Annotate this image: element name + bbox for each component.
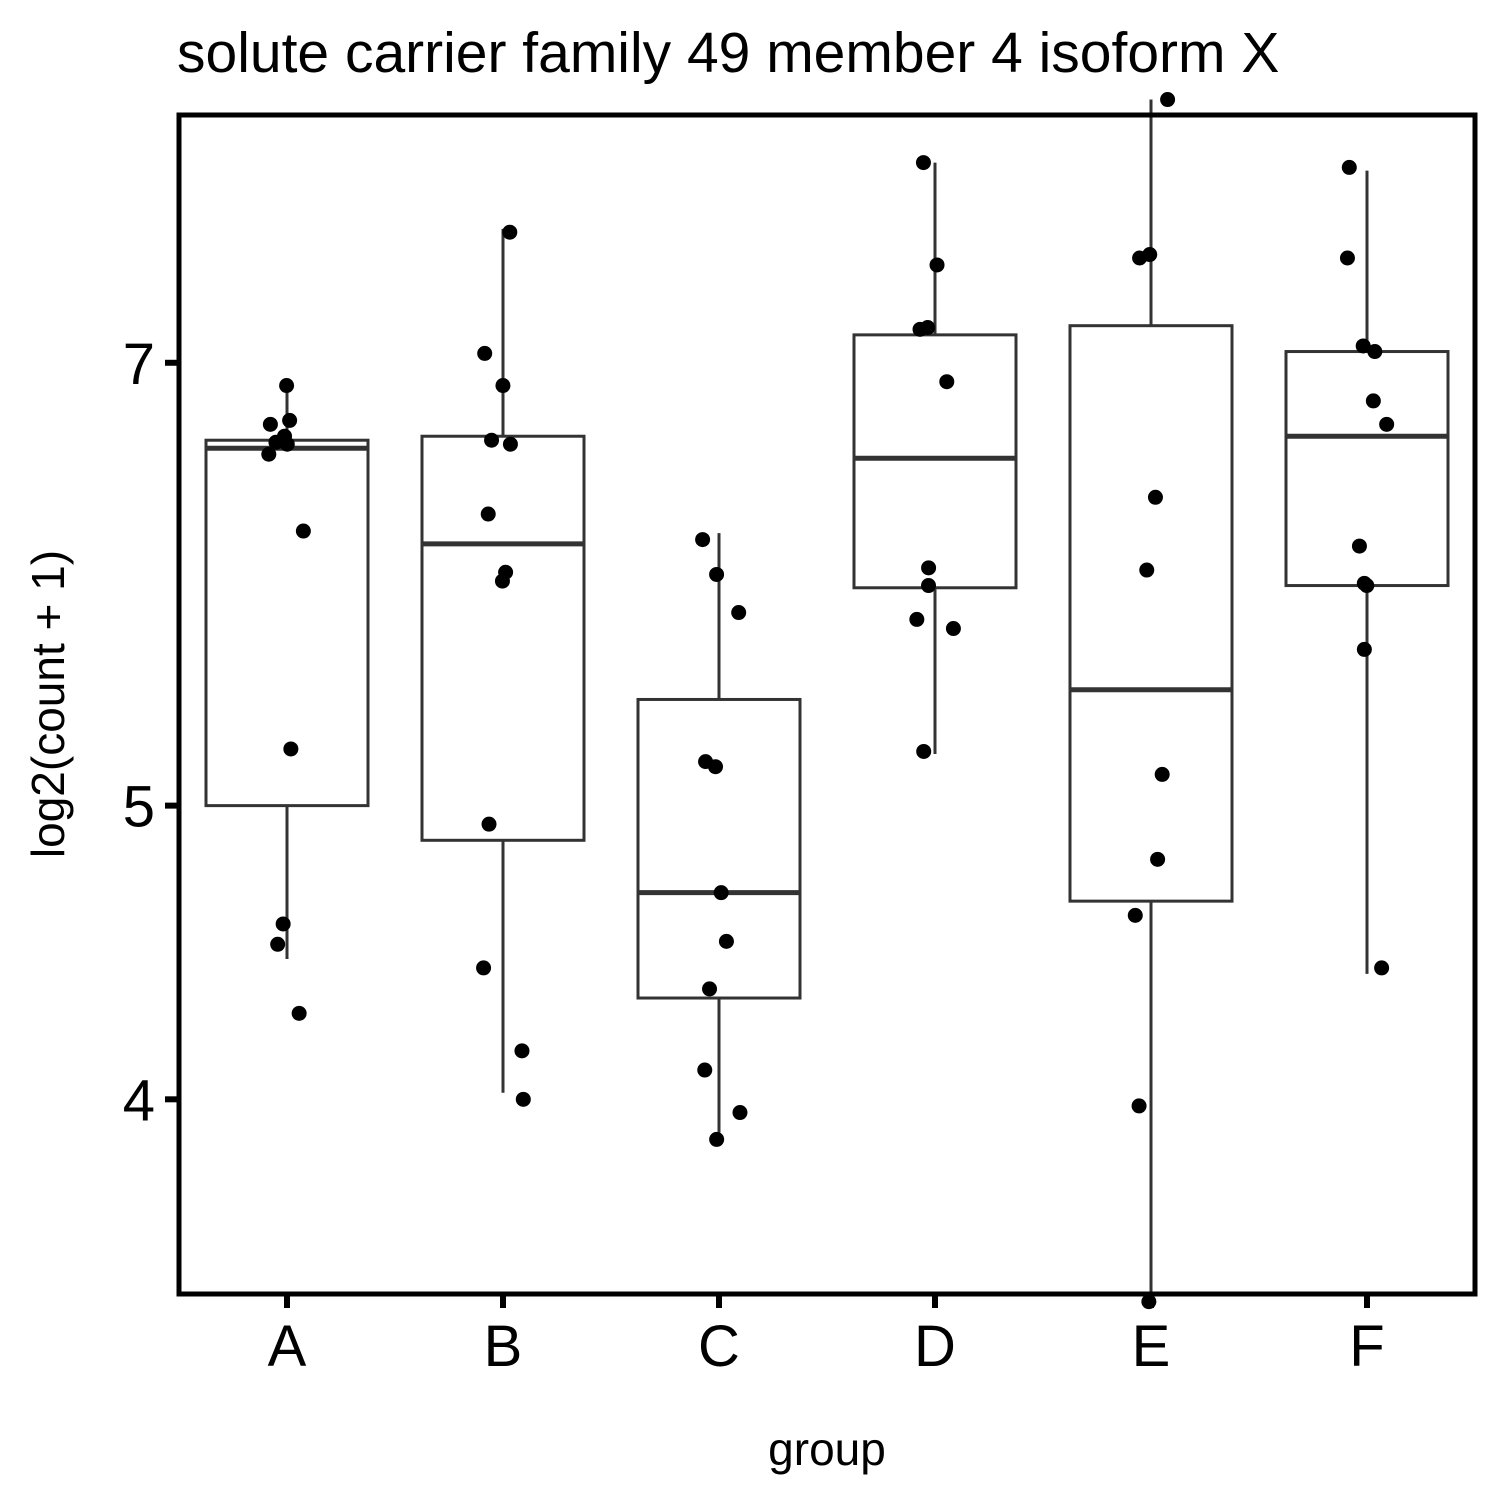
data-point	[270, 936, 286, 952]
data-point	[476, 960, 492, 976]
data-point	[708, 759, 724, 775]
data-point	[279, 436, 295, 452]
data-point	[921, 578, 937, 594]
plot-area	[204, 92, 1450, 1310]
data-point	[1374, 960, 1390, 976]
y-axis-title: log2(count + 1)	[22, 550, 74, 858]
x-axis-title: group	[768, 1423, 886, 1475]
data-point	[909, 611, 925, 627]
iqr-box	[852, 333, 1018, 590]
data-point	[718, 933, 734, 949]
data-point	[1351, 538, 1367, 554]
data-point	[709, 1131, 725, 1147]
data-point	[494, 573, 510, 589]
data-point	[945, 621, 961, 637]
box-group-f	[1284, 170, 1450, 974]
data-point	[1341, 159, 1357, 175]
data-point	[1356, 641, 1372, 657]
x-tick-label: E	[1132, 1314, 1171, 1379]
panel-border	[176, 112, 1478, 1297]
data-point	[1160, 92, 1176, 108]
data-point	[481, 816, 497, 832]
data-point	[921, 560, 937, 576]
box-group-c	[636, 533, 802, 1133]
data-point	[915, 155, 931, 171]
data-point	[697, 1062, 713, 1078]
data-point	[702, 981, 718, 997]
x-tick-label: B	[484, 1314, 523, 1379]
data-point	[477, 345, 493, 361]
y-tick-label: 4	[123, 1068, 155, 1133]
data-point	[1139, 562, 1155, 578]
y-tick-label: 7	[123, 332, 155, 397]
box-group-d	[852, 162, 1018, 755]
data-point	[1355, 338, 1371, 354]
data-point	[1154, 766, 1170, 782]
data-point	[502, 224, 518, 240]
data-point	[484, 432, 500, 448]
data-point	[1365, 393, 1381, 409]
data-point	[713, 885, 729, 901]
iqr-box	[420, 434, 586, 842]
data-point	[912, 321, 928, 337]
box-group-b	[420, 228, 586, 1093]
data-point	[262, 416, 278, 432]
iqr-box	[1068, 324, 1234, 903]
x-tick-label: F	[1349, 1314, 1384, 1379]
data-point	[1127, 907, 1143, 923]
data-point	[929, 257, 945, 273]
data-point	[1150, 851, 1166, 867]
data-point	[295, 523, 311, 539]
data-point	[1132, 250, 1148, 266]
data-point	[939, 374, 955, 390]
data-point	[275, 916, 291, 932]
axes: 4 5 7 A B C D E F	[123, 332, 1385, 1379]
data-point	[1359, 578, 1375, 594]
x-tick-label: A	[268, 1314, 307, 1379]
data-point	[709, 566, 725, 582]
iqr-box	[636, 697, 802, 1000]
data-point	[916, 743, 932, 759]
data-point	[279, 378, 295, 394]
data-point	[695, 532, 711, 548]
data-point	[515, 1091, 531, 1107]
data-point	[283, 741, 299, 757]
data-point	[514, 1043, 530, 1059]
data-point	[1379, 416, 1395, 432]
data-point	[1339, 250, 1355, 266]
data-point	[282, 412, 298, 428]
data-point	[291, 1005, 307, 1021]
box-group-e	[1068, 99, 1234, 1306]
iqr-box	[1284, 350, 1450, 588]
box-group-a	[204, 387, 370, 959]
x-tick-label: C	[698, 1314, 740, 1379]
data-point	[732, 1105, 748, 1121]
data-point	[502, 436, 518, 452]
y-tick-label: 5	[123, 775, 155, 840]
data-point	[1147, 489, 1163, 505]
x-tick-label: D	[914, 1314, 956, 1379]
data-point	[261, 446, 277, 462]
data-point	[1131, 1098, 1147, 1114]
data-point	[480, 506, 496, 522]
data-point	[1367, 344, 1383, 360]
data-point	[731, 605, 747, 621]
data-point	[495, 378, 511, 394]
chart-title: solute carrier family 49 member 4 isofor…	[177, 21, 1279, 85]
